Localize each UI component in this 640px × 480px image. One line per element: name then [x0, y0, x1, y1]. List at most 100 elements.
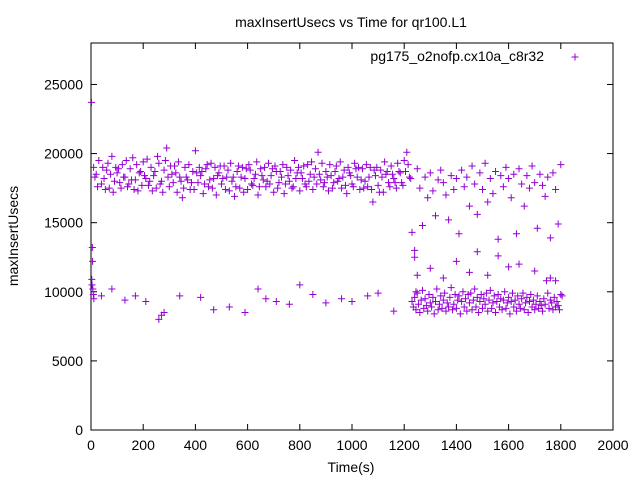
data-point — [321, 179, 329, 187]
data-point — [103, 166, 111, 174]
data-point — [306, 170, 314, 178]
data-point — [523, 172, 531, 180]
data-point — [529, 296, 537, 304]
data-point — [138, 181, 146, 189]
data-point — [202, 165, 210, 173]
data-point — [225, 187, 233, 195]
data-point — [439, 179, 447, 187]
data-point — [539, 307, 547, 315]
data-point — [135, 169, 143, 177]
data-point — [236, 184, 244, 192]
data-point — [465, 268, 473, 276]
data-point — [154, 152, 162, 160]
data-point — [479, 186, 486, 194]
data-point — [261, 163, 269, 171]
data-point — [434, 306, 442, 314]
data-point — [358, 165, 366, 173]
data-point — [318, 159, 326, 167]
data-point — [445, 303, 453, 311]
data-point — [88, 281, 96, 289]
data-point — [454, 296, 462, 304]
data-point — [411, 253, 419, 261]
data-point — [418, 286, 426, 294]
data-point — [455, 292, 463, 300]
data-point — [338, 295, 346, 303]
data-point — [455, 230, 463, 238]
data-point — [248, 180, 256, 188]
data-point — [552, 186, 560, 194]
y-tick-label: 25000 — [44, 76, 83, 92]
data-point — [262, 295, 270, 303]
data-point — [484, 271, 492, 279]
legend-marker — [571, 53, 579, 61]
data-point — [241, 174, 249, 182]
data-point — [332, 162, 340, 170]
data-point — [536, 297, 544, 305]
data-point — [485, 296, 493, 304]
data-point — [418, 221, 426, 229]
data-point — [388, 170, 396, 178]
data-point — [522, 299, 530, 307]
data-point — [533, 224, 541, 232]
data-point — [471, 285, 479, 293]
data-point — [552, 277, 560, 285]
data-point — [490, 292, 498, 300]
data-point — [432, 297, 440, 305]
data-point — [482, 289, 490, 297]
data-point — [322, 299, 330, 307]
data-point — [94, 183, 102, 191]
data-point — [512, 230, 520, 238]
data-point — [450, 300, 458, 308]
data-point — [206, 176, 214, 184]
data-point — [219, 174, 227, 182]
data-point — [100, 174, 108, 182]
data-point — [285, 177, 293, 185]
data-point — [516, 304, 524, 312]
data-point — [108, 152, 116, 160]
x-tick-label: 0 — [87, 437, 95, 453]
data-point — [390, 174, 398, 182]
data-point — [242, 165, 250, 173]
data-point — [160, 309, 168, 317]
data-point — [467, 289, 475, 297]
data-point — [544, 173, 552, 181]
data-point — [249, 181, 257, 189]
data-point — [163, 144, 171, 152]
data-point — [278, 173, 286, 181]
data-point — [463, 307, 471, 315]
data-point — [88, 98, 96, 106]
data-point — [520, 306, 528, 314]
data-point — [447, 284, 455, 292]
data-point — [326, 161, 334, 169]
data-point — [499, 183, 507, 191]
data-point — [214, 172, 222, 180]
data-point — [413, 289, 421, 297]
data-point — [234, 162, 242, 170]
data-point — [557, 161, 565, 169]
data-point — [391, 179, 399, 187]
data-point — [233, 168, 241, 176]
data-point — [89, 285, 97, 293]
data-point — [540, 295, 548, 303]
data-point — [541, 192, 549, 200]
data-point — [314, 148, 322, 156]
data-point — [518, 295, 526, 303]
data-point — [276, 168, 284, 176]
data-point — [90, 163, 98, 171]
data-point — [232, 183, 240, 191]
data-point — [338, 184, 346, 192]
data-point — [385, 179, 393, 187]
data-point — [387, 162, 395, 170]
data-point — [323, 173, 331, 181]
data-point — [339, 173, 347, 181]
data-point — [390, 307, 398, 315]
data-point — [531, 267, 539, 275]
data-point — [465, 299, 473, 307]
data-point — [311, 165, 319, 173]
data-point — [497, 172, 505, 180]
data-point — [421, 173, 429, 181]
data-point — [377, 166, 385, 174]
data-point — [298, 174, 306, 182]
data-point — [238, 163, 246, 171]
data-point — [452, 257, 460, 265]
